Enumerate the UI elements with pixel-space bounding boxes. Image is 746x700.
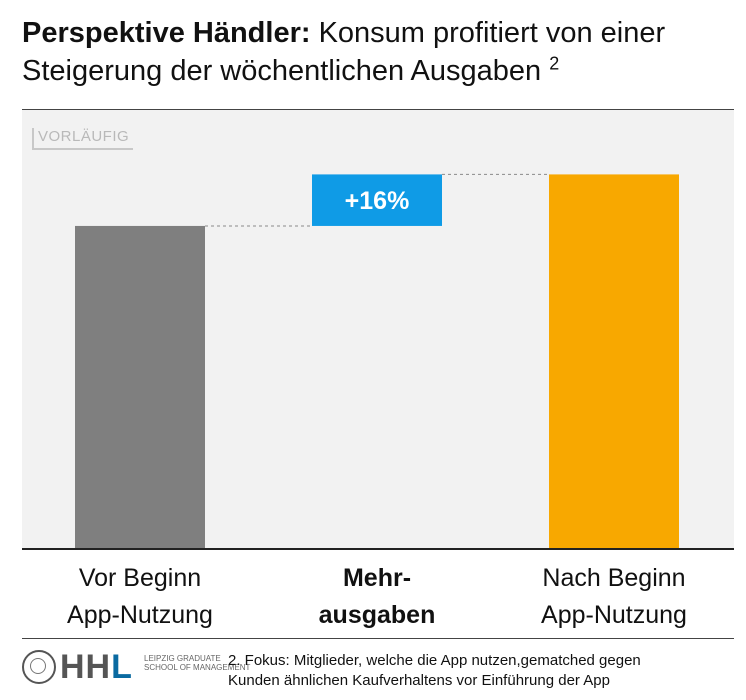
category-label-before-line1: Vor Beginn <box>78 564 202 592</box>
bar-increase <box>312 174 442 226</box>
footnote: 2. Fokus: Mitglieder, welche die App nut… <box>228 651 728 691</box>
category-label-increase-line2: ausgaben <box>318 601 436 629</box>
title-text: Konsum profitiert von einer Steigerung d… <box>22 17 666 87</box>
bottom-rule <box>22 638 734 639</box>
bar-after <box>549 174 679 549</box>
category-label-increase: Mehr- ausgaben <box>257 560 497 634</box>
bar-before <box>75 225 205 549</box>
footnote-line2: Kunden ähnlichen Kaufverhaltens vor Einf… <box>228 672 610 689</box>
logo-subtitle: Leipzig Graduate School of Management <box>144 654 251 672</box>
category-label-after-line1: Nach Beginn <box>542 564 686 592</box>
title-footnote-ref: 2 <box>549 53 560 74</box>
seal-icon <box>22 650 56 684</box>
category-label-after: Nach Beginn App-Nutzung <box>494 560 734 634</box>
top-rule <box>22 109 734 110</box>
chart-title: Perspektive Händler: Konsum profitiert v… <box>22 14 732 90</box>
category-label-increase-line1: Mehr- <box>342 564 412 592</box>
logo-wordmark: HHL <box>60 648 133 686</box>
category-label-before: Vor Beginn App-Nutzung <box>20 560 260 634</box>
preliminary-stamp: VORLÄUFIG <box>32 128 134 150</box>
footnote-line1: 2. Fokus: Mitglieder, welche die App nut… <box>228 652 641 669</box>
data-label-increase: +16% <box>345 187 410 215</box>
category-label-after-line2: App-Nutzung <box>541 601 687 629</box>
category-label-before-line2: App-Nutzung <box>67 601 213 629</box>
x-axis-baseline <box>22 548 734 550</box>
title-bold: Perspektive Händler: <box>22 17 311 49</box>
